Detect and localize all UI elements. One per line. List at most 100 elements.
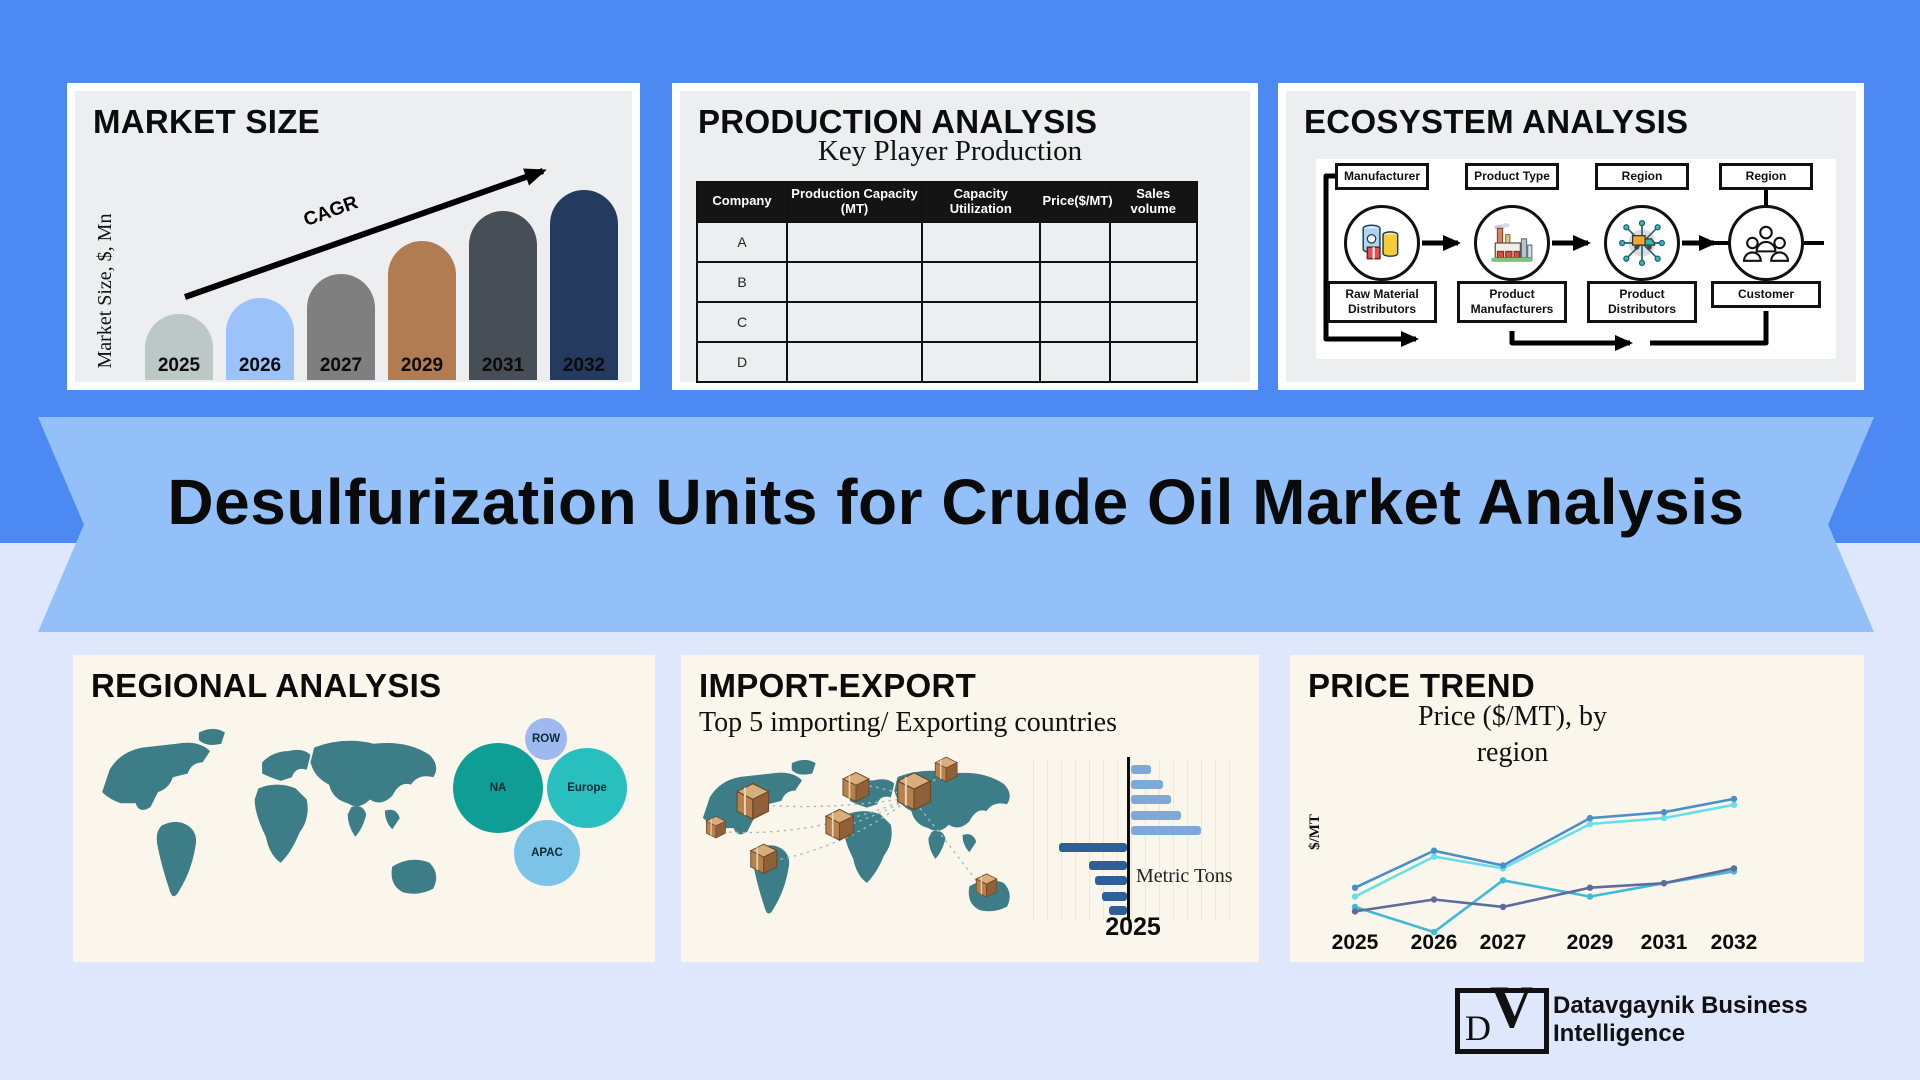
bubble-label: ROW [531,733,561,745]
ecosystem-diagram: Manufacturer Product Type Region Region Raw … [1316,159,1836,359]
import-bar [1089,861,1127,870]
cagr-arrow [184,168,547,300]
empty-cell [1038,220,1111,263]
ecosystem-bottom-box: Product Manufacturers [1457,281,1567,323]
import-bar [1059,843,1127,852]
ecosystem-node-distribution [1604,205,1680,281]
x-tick-label: 2032 [1710,931,1758,954]
ecosystem-top-box: Manufacturer [1335,163,1429,190]
empty-cell [921,340,1041,383]
import-export-subtitle: Top 5 importing/ Exporting countries [699,707,1117,738]
market-size-title: MARKET SIZE [93,103,320,140]
data-point [1730,795,1738,803]
table-row: B [696,260,1198,303]
price-line-region-3 [1354,867,1735,913]
ecosystem-top-box: Region [1719,163,1813,190]
logo-line2: Intelligence [1553,1020,1686,1047]
company-cell: B [696,260,788,303]
bubble-label: NA [489,782,507,794]
ecosystem-node-customer [1728,205,1804,281]
bar-year-label: 2032 [562,355,606,376]
data-point [1730,865,1738,872]
market-size-panel: MARKET SIZE Market Size, $, Mn 2025 2026 2… [67,83,640,390]
data-point [1351,903,1359,911]
ecosystem-bottom-box: Customer [1711,281,1821,308]
empty-cell [1038,260,1111,303]
world-map [102,728,437,897]
empty-cell [1108,220,1198,263]
data-point [1660,814,1668,822]
data-point [1586,820,1594,828]
logo-monogram-d: D [1465,1008,1491,1048]
table-row: A [696,220,1198,263]
market-size-bar: 2025 [145,313,213,380]
import-bar [1102,892,1127,901]
ecosystem-analysis-title: ECOSYSTEM ANALYSIS [1304,103,1689,140]
tornado-axis [1127,757,1130,919]
price-trend-subtitle: Price ($/MT), by region [1418,701,1607,769]
data-point [1660,809,1668,816]
import-export-title: IMPORT-EXPORT [699,667,977,704]
data-point [1586,884,1594,891]
data-point [1351,893,1359,900]
logo: D V [1455,977,1549,1054]
ecosystem-bottom-box: Raw Material Distributors [1327,281,1437,323]
market-size-bar: 2032 [550,190,618,380]
bar-year-label: 2029 [400,355,444,376]
x-tick-label: 2029 [1566,931,1614,954]
market-size-bar: 2031 [469,210,537,380]
logo-line1: Datavgaynik Business [1553,992,1808,1019]
factory-icon [1491,223,1533,262]
table-header-cell: Company [696,181,788,223]
ecosystem-top-box: Region [1595,163,1689,190]
bar-year-label: 2026 [238,355,282,376]
logo-monogram-v: V [1490,974,1534,1040]
metric-tons-label: Metric Tons [1136,865,1233,887]
regional-analysis-panel: REGIONAL ANALYSIS ROW NA Europe APAC [73,655,655,962]
empty-cell [921,300,1041,343]
production-analysis-title: PRODUCTION ANALYSIS [698,103,1098,140]
bubble-label: Europe [567,782,607,794]
region-bubble-na: NA [453,743,543,833]
data-point [1430,853,1438,860]
price-trend-y-axis-label: $/MT [1307,814,1323,850]
empty-cell [1038,340,1111,383]
empty-cell [1108,340,1198,383]
table-row: C [696,300,1198,343]
import-export-bar-chart [1033,755,1251,945]
title-ribbon: Desulfurization Units for Crude Oil Mark… [38,417,1874,632]
price-line-region-1 [1354,797,1735,889]
price-trend-panel: PRICE TREND Price ($/MT), by region $/MT… [1290,655,1864,962]
company-cell: C [696,300,788,343]
region-bubble-row: ROW [525,718,567,760]
data-point [1499,877,1507,884]
table-header-cell: Production Capacity (MT) [786,181,923,223]
table-header-cell: Price($/MT) [1038,181,1113,223]
empty-cell [786,300,923,343]
data-point [1351,884,1359,891]
data-point [1430,896,1438,903]
price-trend-title: PRICE TREND [1308,667,1535,704]
x-tick-label: 2031 [1640,931,1688,954]
data-point [1586,893,1594,900]
data-point [1730,801,1738,808]
export-bar [1131,795,1171,804]
empty-cell [786,220,923,263]
empty-cell [921,220,1041,263]
ecosystem-node-raw-materials [1344,205,1420,281]
data-point [1499,862,1507,869]
empty-cell [921,260,1041,303]
x-tick-label: 2027 [1479,931,1527,954]
export-bar [1131,765,1151,774]
import-bar [1109,906,1127,915]
price-line-region-2 [1354,803,1735,898]
key-player-production-table: Company Production Capacity (MT) Capacity … [696,181,1198,383]
logo-text: Datavgaynik Business Intelligence [1553,992,1808,1048]
ecosystem-node-factory [1474,205,1550,281]
market-size-bar: 2026 [226,298,294,380]
region-bubble-apac: APAC [514,820,580,886]
bar-year-label: 2027 [319,355,363,376]
empty-cell [1038,300,1111,343]
main-title: Desulfurization Units for Crude Oil Mark… [167,466,1745,538]
table-header-cell: Capacity Utilization [921,181,1041,223]
